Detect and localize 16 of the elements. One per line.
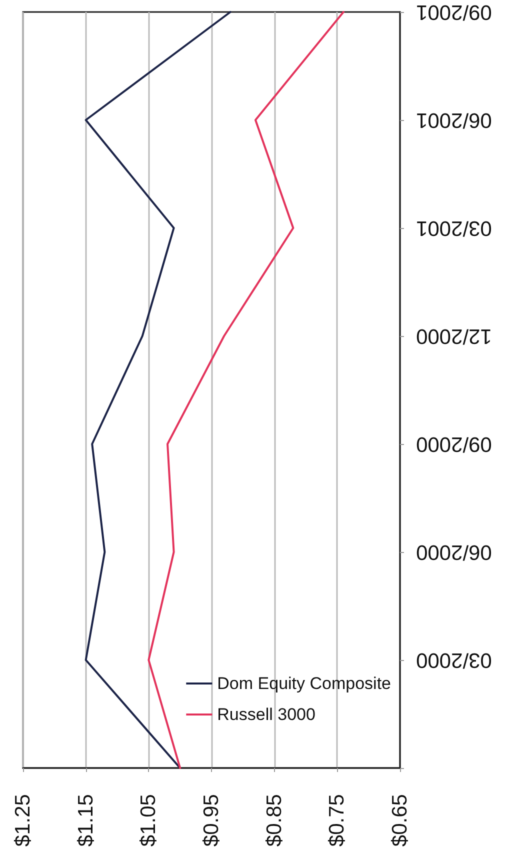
x-tick-label: $1.25 <box>12 794 34 847</box>
x-tick-label: $0.95 <box>200 794 223 847</box>
legend-label: Russell 3000 <box>217 705 316 724</box>
x-tick-label: $1.05 <box>137 794 160 847</box>
y-tick-label: 03/2001 <box>416 216 492 240</box>
x-tick-label: $0.65 <box>388 794 412 847</box>
y-tick-label: 06/2000 <box>416 540 492 564</box>
y-tick-label: 06/2001 <box>416 108 492 132</box>
x-tick-label: $1.15 <box>74 794 98 847</box>
y-tick-label: 12/2000 <box>416 324 492 348</box>
x-tick-label: $0.75 <box>326 794 349 847</box>
y-tick-label: 09/2001 <box>416 0 492 24</box>
x-tick-label: $0.85 <box>262 794 286 847</box>
legend-label: Dom Equity Composite <box>217 674 391 693</box>
y-tick-label: 03/2000 <box>416 648 492 672</box>
y-tick-label: 09/2000 <box>416 432 492 456</box>
